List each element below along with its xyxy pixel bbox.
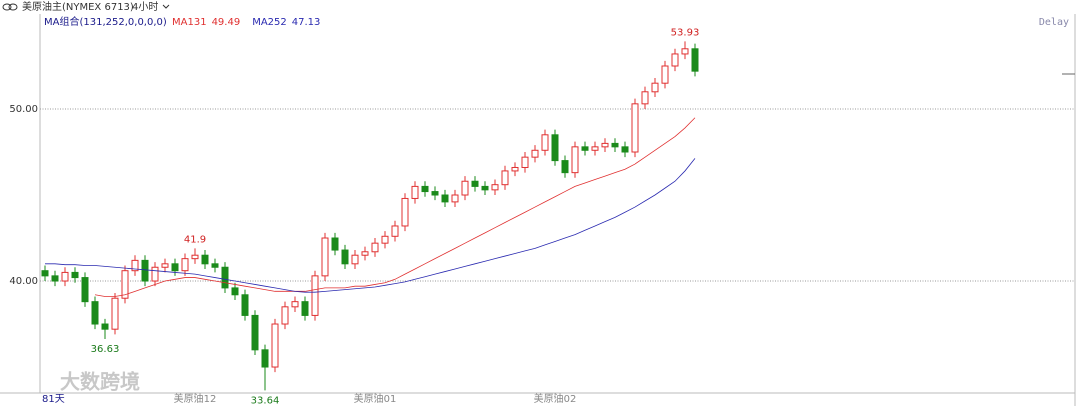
candle-body [191,254,199,260]
candle-body [661,65,669,84]
candle-body [211,263,219,268]
candle-body [541,134,549,151]
candle-body [351,254,359,265]
candle-body [291,301,299,308]
candle-body [451,194,459,203]
y-tick-label: 50.00 [9,104,38,115]
candle-body [231,287,239,296]
candle-body [371,242,379,253]
candle-body [51,275,59,282]
legend-name: MA252 [252,17,287,28]
extreme-label: 33.64 [251,395,280,406]
candle-body [511,166,519,172]
ma-line [45,158,696,293]
y-tick-label: 40.00 [9,276,38,287]
candle-body [41,270,49,277]
candle-body [571,146,579,174]
legend-name: MA131 [172,17,207,28]
candle-body [181,258,189,272]
candle-body [421,185,429,193]
candle-body [271,323,279,368]
candle-body [261,349,269,368]
candle-body [581,146,589,151]
delay-label: Delay [1039,17,1069,28]
candle-body [551,134,559,162]
candle-body [71,271,79,279]
candle-body [611,142,619,148]
candle-body [131,259,139,272]
candle-body [151,266,159,282]
candle-body [241,294,249,316]
link-icon[interactable] [2,3,18,11]
candle-body [591,146,599,151]
candle-body [691,48,699,72]
candle-body [201,254,209,265]
extreme-label: 36.63 [91,344,120,355]
ma-line [94,117,696,297]
ma-group[interactable]: MA组合(131,252,0,0,0,0) [44,15,167,28]
candle-body [141,259,149,282]
candle-body [441,194,449,203]
candle-body [161,263,169,268]
candle-body [61,271,69,282]
candle-body [251,314,259,351]
candle-body [111,297,119,330]
candle-body [631,103,639,153]
candle-body [681,48,689,55]
x-tick-label: 美原油02 [534,392,577,405]
candle-body [641,91,649,105]
watermark: 大数跨境 [60,370,140,394]
candle-body [481,185,489,191]
candle-body [301,301,309,316]
candle-body [671,53,679,67]
candle-body [651,82,659,93]
dropdown-arrow[interactable] [162,4,170,9]
candle-body [91,301,99,325]
candle-body [121,270,129,299]
candle-body [401,197,409,227]
candle-body [281,306,289,325]
candle-body [81,277,89,303]
candle-body [321,237,329,277]
extreme-label: 41.9 [184,234,206,245]
candle-body [521,156,529,168]
candle-body [531,149,539,158]
legend-value: 49.49 [212,17,241,28]
x-tick-label: 美原油12 [174,392,217,405]
candle-body [171,263,179,272]
candle-body [431,191,439,196]
extreme-label: 53.93 [671,27,700,38]
candle-body [501,170,509,186]
interval[interactable]: 4小时 [132,1,158,13]
period-label: 81天 [42,394,65,405]
candle-body [391,225,399,237]
candle-body [471,180,479,187]
candle-body [601,142,609,148]
candle-body [331,237,339,251]
candle-body [491,184,499,191]
candle-body [561,160,569,174]
candle-body [461,180,469,196]
candle-body [341,249,349,265]
candle-body [381,235,389,244]
instrument-title[interactable]: 美原油主(NYMEX 6713) [22,0,134,13]
candle-body [101,323,109,330]
x-tick-label: 美原油01 [354,392,397,405]
candle-body [621,146,629,153]
legend-value: 47.13 [292,17,321,28]
candle-body [221,266,229,289]
candle-body [361,251,369,256]
candle-body [411,185,419,199]
candle-body [311,275,319,316]
